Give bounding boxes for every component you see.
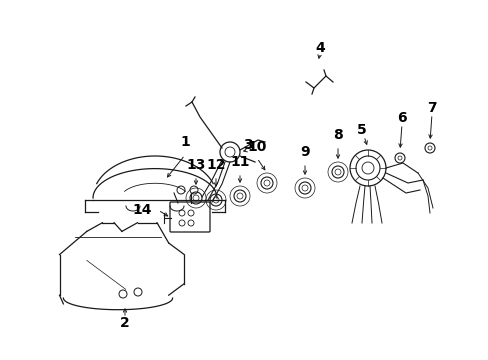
- Text: 2: 2: [120, 316, 130, 330]
- Text: 7: 7: [427, 101, 436, 115]
- Text: 12: 12: [206, 158, 225, 172]
- Text: 4: 4: [314, 41, 324, 55]
- Text: 3: 3: [243, 138, 252, 152]
- Text: 9: 9: [300, 145, 309, 159]
- Text: 6: 6: [396, 111, 406, 125]
- Text: 8: 8: [332, 128, 342, 142]
- Text: 13: 13: [186, 158, 205, 172]
- Text: 5: 5: [356, 123, 366, 137]
- Text: 1: 1: [180, 135, 189, 149]
- Text: 14: 14: [132, 203, 151, 217]
- Text: 11: 11: [230, 155, 249, 169]
- Text: 10: 10: [247, 140, 266, 154]
